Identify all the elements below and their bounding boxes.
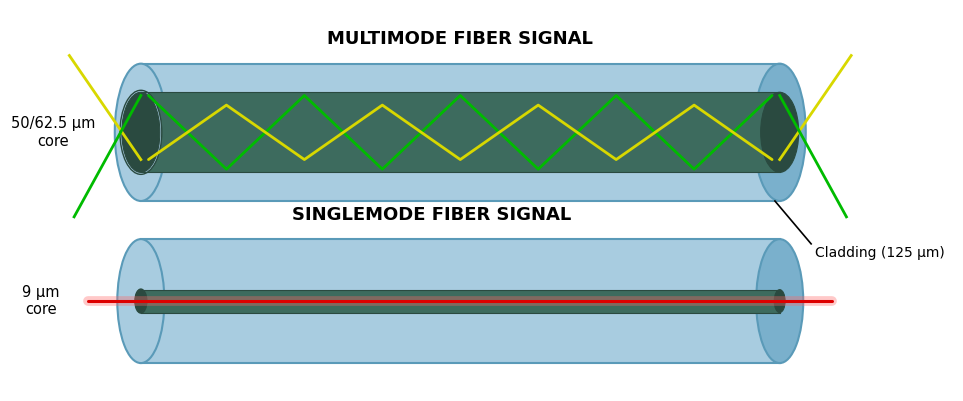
Text: 9 μm
core: 9 μm core (22, 285, 60, 317)
Ellipse shape (136, 290, 146, 312)
Ellipse shape (120, 90, 162, 174)
Ellipse shape (122, 92, 160, 172)
Ellipse shape (761, 92, 798, 172)
Polygon shape (141, 239, 780, 363)
Ellipse shape (754, 64, 806, 201)
Polygon shape (141, 92, 780, 172)
Text: SINGLEMODE FIBER SIGNAL: SINGLEMODE FIBER SIGNAL (292, 206, 571, 224)
Ellipse shape (115, 64, 167, 201)
Ellipse shape (135, 289, 146, 313)
Text: Cladding (125 μm): Cladding (125 μm) (815, 246, 945, 260)
Ellipse shape (756, 239, 803, 363)
Polygon shape (141, 290, 780, 312)
Ellipse shape (117, 239, 165, 363)
Ellipse shape (774, 290, 785, 312)
Text: MULTIMODE FIBER SIGNAL: MULTIMODE FIBER SIGNAL (327, 30, 593, 49)
Text: 50/62.5 μm
core: 50/62.5 μm core (11, 116, 95, 148)
Polygon shape (141, 64, 780, 201)
